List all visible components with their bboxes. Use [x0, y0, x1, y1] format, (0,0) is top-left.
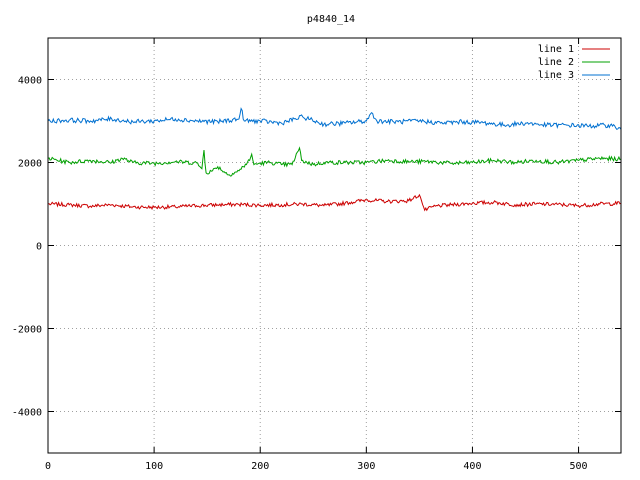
legend-label-1: line 1	[538, 44, 574, 55]
legend-label-2: line 2	[538, 57, 574, 68]
y-tick-label: 2000	[18, 159, 42, 170]
y-tick-label: 4000	[18, 76, 42, 87]
legend-label-3: line 3	[538, 70, 574, 81]
x-tick-label: 400	[463, 461, 481, 472]
legend: line 1 line 2 line 3	[538, 44, 610, 81]
series-line-3	[47, 107, 622, 131]
x-tick-label: 0	[45, 461, 51, 472]
series-line-1	[47, 193, 622, 212]
plot-frame	[47, 37, 622, 454]
axis-ticks: 0 100 200 300 400 500 -4000 -2000 0 2000 4000	[12, 38, 621, 472]
x-tick-label: 200	[251, 461, 269, 472]
series-line-2	[47, 146, 622, 177]
x-tick-label: 300	[357, 461, 375, 472]
chart-title: p4840_14	[307, 14, 355, 25]
x-tick-label: 100	[145, 461, 163, 472]
x-tick-label: 500	[570, 461, 588, 472]
y-tick-label: 0	[36, 242, 42, 253]
series-layer	[47, 107, 622, 212]
grid-lines	[48, 38, 621, 453]
y-tick-label: -4000	[12, 408, 42, 419]
y-tick-label: -2000	[12, 325, 42, 336]
